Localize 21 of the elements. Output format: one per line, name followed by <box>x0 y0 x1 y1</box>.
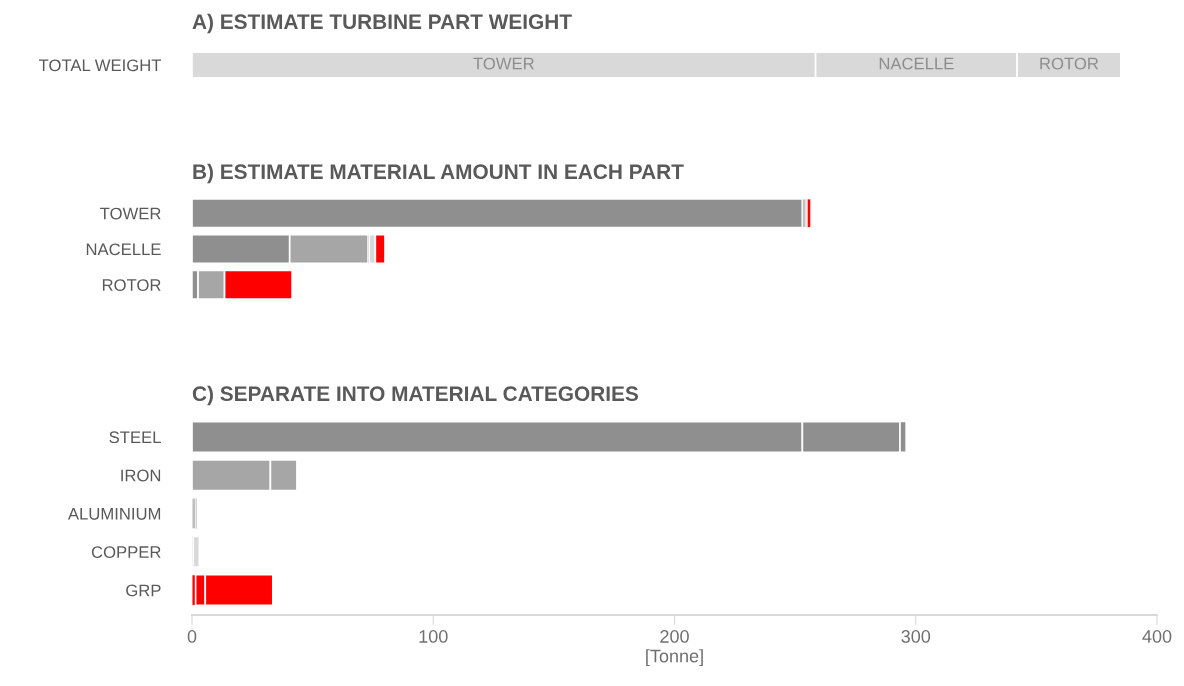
y-tick-label: NACELLE <box>86 243 161 256</box>
x-tick-label: 300 <box>901 630 931 643</box>
x-axis-title: [Tonne] <box>646 649 703 667</box>
y-tick-label: ALUMINIUM <box>67 508 161 520</box>
chart-title: C) SEPARATE INTO MATERIAL CATEGORIES <box>192 385 639 406</box>
series-label: NACELLE <box>879 57 954 70</box>
x-tick-label: 0 <box>187 630 197 643</box>
y-tick-label: STEEL <box>109 431 161 444</box>
x-tick-label: 200 <box>660 630 689 643</box>
chart-title: A) ESTIMATE TURBINE PART WEIGHT <box>192 13 572 34</box>
y-tick-label: COPPER <box>91 546 161 559</box>
y-tick-label: TOTAL WEIGHT <box>38 59 162 72</box>
x-tick-label: 400 <box>1142 630 1172 643</box>
x-tick-label: 100 <box>419 630 448 643</box>
y-tick-label: TOWER <box>100 207 161 220</box>
y-tick-label: IRON <box>121 469 161 482</box>
series-label: TOWER <box>473 57 534 70</box>
y-tick-label: ROTOR <box>102 279 161 291</box>
y-tick-label: GRP <box>126 584 161 597</box>
series-label: ROTOR <box>1040 57 1099 70</box>
chart-title: B) ESTIMATE MATERIAL AMOUNT IN EACH PART <box>193 163 684 184</box>
